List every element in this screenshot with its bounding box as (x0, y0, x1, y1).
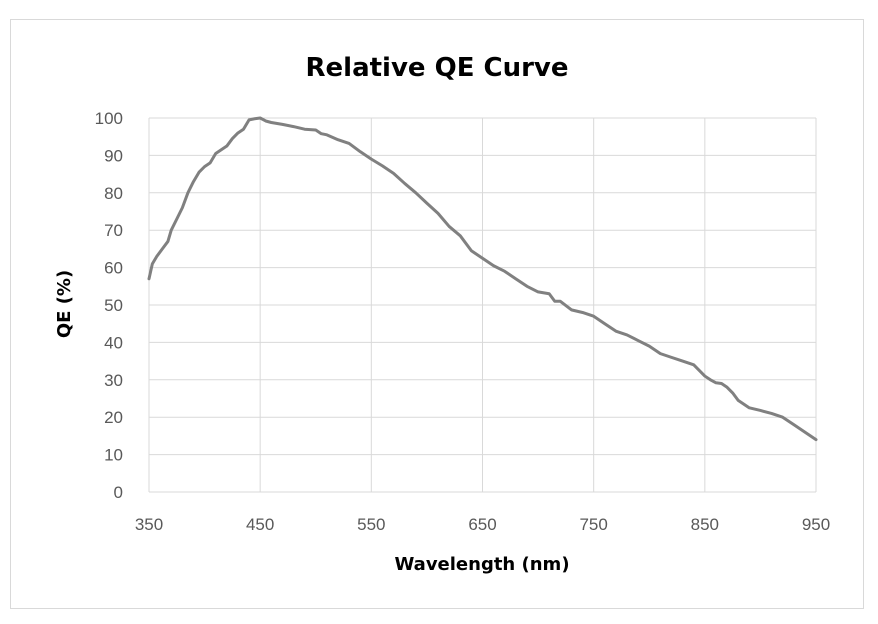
chart-frame (10, 19, 864, 609)
tick-labels: 0 10 20 30 40 50 60 70 80 90 100 350 450 550 650 750 850… (95, 109, 831, 534)
series-line-0 (147, 116, 818, 442)
x-tick-label: 550 (357, 515, 385, 534)
chart-title: Relative QE Curve (306, 53, 569, 83)
y-tick-label: 50 (104, 296, 123, 315)
x-tick-label: 350 (135, 515, 163, 534)
x-tick-label: 850 (691, 515, 719, 534)
x-axis-title: Wavelength (nm) (394, 554, 569, 575)
y-tick-label: 100 (95, 109, 123, 128)
y-tick-label: 70 (104, 221, 123, 240)
x-tick-label: 650 (468, 515, 496, 534)
x-tick-label: 450 (246, 515, 274, 534)
y-tick-label: 60 (104, 259, 123, 278)
x-tick-label: 950 (802, 515, 830, 534)
y-tick-label: 20 (104, 408, 123, 427)
x-tick-label: 750 (579, 515, 607, 534)
y-tick-label: 80 (104, 184, 123, 203)
y-tick-label: 90 (104, 146, 123, 165)
y-tick-label: 10 (104, 446, 123, 465)
grid-lines (148, 117, 817, 493)
y-tick-label: 40 (104, 333, 123, 352)
series-layer (147, 116, 818, 442)
y-tick-label: 0 (114, 483, 123, 502)
y-axis-title: QE (%) (54, 270, 75, 338)
y-tick-label: 30 (104, 371, 123, 390)
